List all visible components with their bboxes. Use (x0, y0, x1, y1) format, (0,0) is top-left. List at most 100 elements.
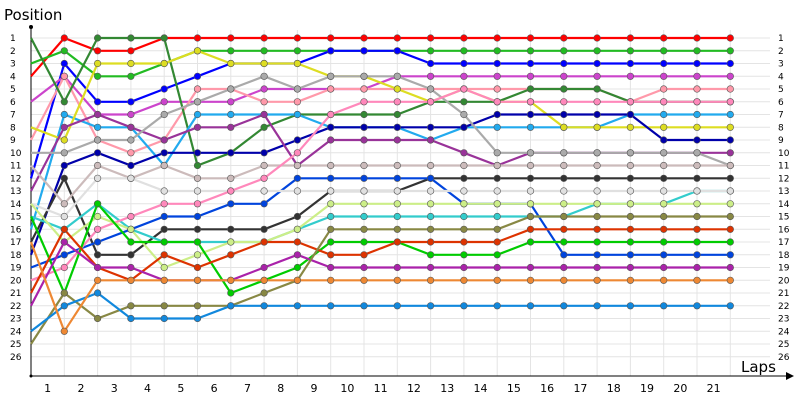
series-line-9 (29, 113, 731, 256)
series-2-point (693, 47, 701, 55)
series-3-point (360, 47, 368, 55)
series-13-point (327, 161, 335, 170)
series-21-point (127, 263, 135, 272)
x-tick-label: 7 (244, 382, 251, 395)
right-position-label: 20 (778, 276, 790, 286)
series-line-14 (30, 177, 731, 269)
y-tick-label: 1 (10, 34, 16, 44)
series-8-point (127, 59, 135, 68)
series-22-point (526, 212, 535, 221)
series-1-point (726, 34, 734, 42)
right-position-label: 1 (778, 34, 784, 44)
series-20-point (160, 251, 168, 259)
series-18-point (693, 200, 701, 208)
series-14-point (193, 212, 202, 221)
series-5-point (60, 72, 68, 80)
series-22-point (560, 212, 568, 221)
series-1-point (460, 34, 468, 42)
series-1-point (227, 34, 235, 42)
y-tick-label: 10 (10, 149, 22, 159)
series-line-13 (30, 164, 731, 205)
series-17-point (560, 98, 568, 106)
series-2-point (493, 47, 501, 55)
series-12-point (526, 174, 535, 182)
series-12-point (193, 225, 202, 233)
series-13-point (227, 174, 235, 182)
right-position-label: 4 (778, 72, 784, 82)
series-15-point (393, 212, 401, 221)
series-11-point (393, 72, 401, 80)
series-18-point (460, 200, 468, 208)
series-13-point (460, 161, 468, 170)
series-4-point (160, 98, 168, 106)
series-21-point (493, 263, 501, 272)
series-10-point (127, 123, 135, 131)
series-14-point (693, 251, 701, 259)
series-9-point (626, 110, 635, 119)
series-18-point (493, 200, 501, 208)
y-tick-label: 4 (10, 72, 16, 82)
series-11-point (227, 85, 235, 93)
series-24-point (160, 276, 168, 284)
series-24-point (493, 276, 501, 284)
series-8-point (260, 59, 268, 68)
series-3-point (393, 47, 401, 55)
series-17-point (260, 174, 268, 182)
y-tick-label: 22 (10, 302, 21, 312)
series-6-point (393, 110, 401, 119)
series-18-point (427, 200, 435, 208)
series-16-point (127, 174, 135, 182)
series-9-point (560, 110, 568, 119)
series-13-point (160, 161, 168, 170)
series-10-point (393, 136, 401, 144)
series-5-point (726, 85, 734, 93)
series-10-point (427, 136, 435, 144)
series-6-point (160, 34, 168, 42)
series-8-point (626, 123, 635, 131)
series-5-point (693, 85, 701, 93)
x-tick-label: 2 (77, 382, 84, 395)
series-9-point (193, 149, 202, 157)
series-14-point (726, 251, 734, 259)
series-23-point (260, 302, 268, 310)
series-7-point (60, 110, 68, 119)
series-16-point (393, 187, 401, 195)
series-3-point (127, 98, 135, 106)
right-position-label: 2 (778, 47, 784, 57)
series-20-point (660, 225, 668, 233)
series-17-point (360, 98, 368, 106)
series-9-point (227, 149, 235, 157)
series-12-point (560, 174, 568, 182)
series-20-point (560, 225, 568, 233)
series-24-point (427, 276, 435, 284)
series-17-point (626, 98, 635, 106)
series-7-point (726, 110, 734, 119)
series-20-point (227, 251, 235, 259)
series-23-point (360, 302, 368, 310)
series-9-point (127, 161, 135, 170)
y-tick-label: 7 (10, 111, 16, 121)
series-23-point (460, 302, 468, 310)
series-19-point (227, 289, 235, 297)
series-3-point (93, 98, 102, 106)
y-tick-label: 25 (10, 340, 21, 350)
series-1-point (660, 34, 668, 42)
series-9-point (427, 123, 435, 131)
series-10-point (60, 123, 68, 131)
series-line-1 (30, 36, 731, 78)
x-axis-label: Laps (741, 358, 776, 376)
right-position-label: 18 (778, 251, 790, 261)
series-23-point (60, 302, 68, 310)
series-19-point (160, 238, 168, 246)
series-21-point (260, 263, 268, 272)
series-12-point (93, 251, 102, 259)
series-14-point (393, 174, 401, 182)
series-6-point (360, 110, 368, 119)
series-16-point (660, 187, 668, 195)
series-3-point (693, 59, 701, 68)
series-22-point (626, 212, 635, 221)
series-9-point (460, 123, 468, 131)
series-16-point (626, 187, 635, 195)
series-24-point (526, 276, 535, 284)
series-21-point (693, 263, 701, 272)
